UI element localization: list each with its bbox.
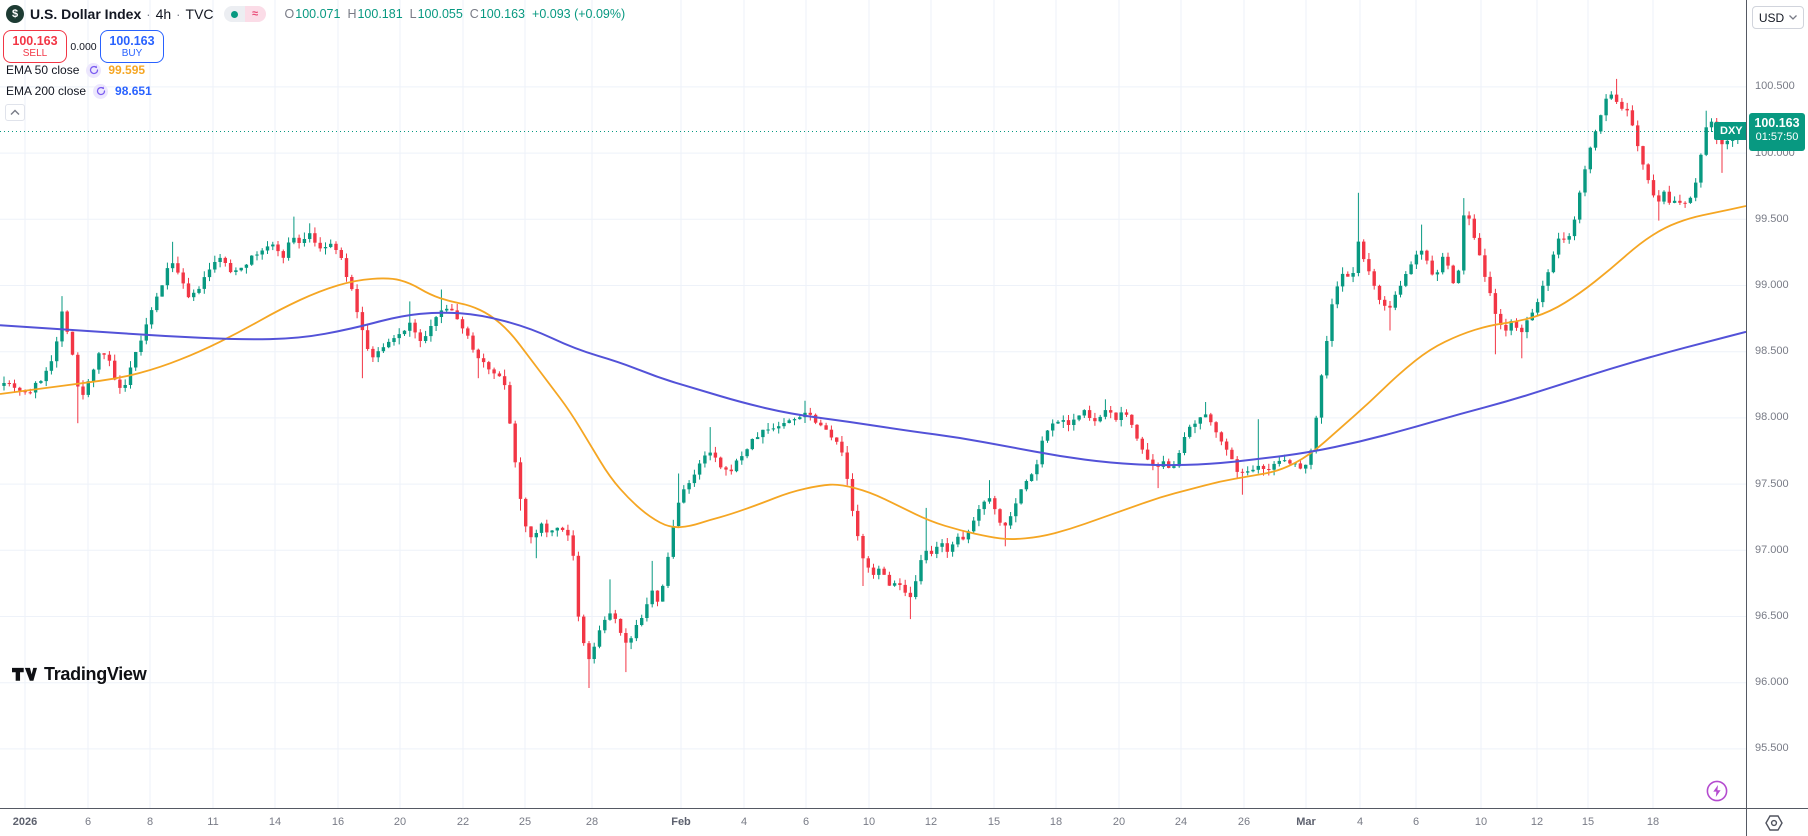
time-tick-label: 16 <box>331 816 345 828</box>
close-value: 100.163 <box>479 7 526 21</box>
refresh-icon[interactable] <box>93 83 109 99</box>
title-separator: · <box>176 6 181 22</box>
live-data-dot-icon[interactable] <box>223 6 245 22</box>
ohlc-readout: O 100.071 H 100.181 L 100.055 C 100.163 +0.0… <box>278 7 626 21</box>
symbol-title[interactable]: U.S. Dollar Index <box>30 6 142 22</box>
time-tick-label: 6 <box>802 816 810 828</box>
change-value: +0.093 (+0.09%) <box>532 7 626 21</box>
symbol-logo-glyph: $ <box>11 8 19 20</box>
ema200-line <box>0 311 1746 467</box>
price-tick-label: 100.500 <box>1755 80 1795 93</box>
time-tick-label: 24 <box>1174 816 1188 828</box>
approx-data-icon[interactable]: ≈ <box>244 6 266 22</box>
currency-selector[interactable]: USD <box>1752 6 1804 29</box>
tradingview-mark-icon <box>12 667 37 681</box>
time-axis[interactable]: 2026 6 8 11 14 16 20 22 25 28 Feb 4 6 10 12 15 18 20 24 26 M… <box>0 808 1808 836</box>
ema200-value: 98.651 <box>115 84 152 98</box>
price-tick-label: 97.500 <box>1755 477 1789 490</box>
time-tick-label: 15 <box>1581 816 1595 828</box>
chevron-down-icon <box>1789 15 1798 20</box>
buy-price: 100.163 <box>109 33 155 48</box>
currency-value: USD <box>1758 10 1785 25</box>
ema50-label: EMA 50 close <box>6 63 80 77</box>
sell-price: 100.163 <box>12 33 58 48</box>
high-value: 100.181 <box>357 7 403 21</box>
symbol-logo-icon: $ <box>6 5 24 23</box>
time-tick-label: 12 <box>1530 816 1544 828</box>
collapse-panel-button[interactable] <box>5 104 25 121</box>
time-tick-label: 20 <box>393 816 407 828</box>
exchange-label: TVC <box>185 6 214 22</box>
time-tick-label: 28 <box>585 816 599 828</box>
indicator-row-ema50[interactable]: EMA 50 close 99.595 <box>6 62 145 78</box>
title-separator: · <box>146 6 151 22</box>
candles <box>2 78 1740 688</box>
price-tick-label: 98.000 <box>1755 411 1789 424</box>
candlestick-chart[interactable] <box>0 0 1746 808</box>
close-label: C <box>469 7 479 21</box>
price-axis[interactable]: USD 100.500 100.000 99.500 99.000 98.500 98.0… <box>1746 0 1808 808</box>
time-tick-label: 18 <box>1049 816 1063 828</box>
price-tick-label: 99.000 <box>1755 278 1789 291</box>
time-tick-label: Mar <box>1296 816 1316 828</box>
time-tick-label: 26 <box>1237 816 1251 828</box>
time-tick-label: 2026 <box>12 816 38 828</box>
indicator-row-ema200[interactable]: EMA 200 close 98.651 <box>6 83 152 99</box>
open-value: 100.071 <box>295 7 341 21</box>
time-tick-label: 25 <box>518 816 532 828</box>
time-tick-label: 11 <box>207 816 219 828</box>
high-label: H <box>347 7 357 21</box>
time-tick-label: 18 <box>1646 816 1660 828</box>
tradingview-logo[interactable]: TradingView <box>12 664 147 685</box>
time-tick-label: 6 <box>84 816 92 828</box>
price-tick-label: 98.500 <box>1755 345 1789 358</box>
current-price-badge: 100.163 01:57:50 <box>1749 113 1805 151</box>
chart-plot-area[interactable]: $ U.S. Dollar Index · 4h · TVC ≈ O 100.07… <box>0 0 1746 808</box>
sell-label: SELL <box>22 47 48 59</box>
sell-button[interactable]: 100.163 SELL <box>3 30 67 63</box>
time-tick-label: 10 <box>862 816 876 828</box>
ema50-value: 99.595 <box>108 63 146 77</box>
price-tick-label: 96.500 <box>1755 609 1789 622</box>
time-tick-label: 12 <box>924 816 938 828</box>
bar-countdown: 01:57:50 <box>1755 131 1799 143</box>
price-line-symbol-badge: DXY <box>1714 122 1746 140</box>
price-tick-label: 96.000 <box>1755 676 1789 689</box>
gridlines <box>0 0 1746 808</box>
tradingview-logo-text: TradingView <box>44 664 147 684</box>
interval-label[interactable]: 4h <box>155 6 172 22</box>
time-tick-label: 10 <box>1474 816 1488 828</box>
data-status-pills[interactable]: ≈ <box>223 6 266 22</box>
time-tick-label: 8 <box>146 816 154 828</box>
buy-button[interactable]: 100.163 BUY <box>100 30 164 63</box>
current-price-value: 100.163 <box>1754 116 1800 130</box>
buy-label: BUY <box>121 47 143 59</box>
open-label: O <box>284 7 295 21</box>
time-tick-label: 15 <box>987 816 1001 828</box>
price-tick-label: 95.500 <box>1755 742 1789 755</box>
low-value: 100.055 <box>417 7 463 21</box>
spread-value: 0.000 <box>70 40 97 53</box>
time-tick-label: Feb <box>671 816 691 828</box>
time-tick-label: 22 <box>456 816 470 828</box>
ema200-label: EMA 200 close <box>6 84 87 98</box>
axis-settings-icon[interactable] <box>1764 813 1786 833</box>
time-tick-label: 6 <box>1412 816 1420 828</box>
price-tick-label: 97.000 <box>1755 543 1789 556</box>
time-tick-label: 20 <box>1112 816 1126 828</box>
price-tick-label: 99.500 <box>1755 212 1789 225</box>
lightning-icon[interactable] <box>1705 779 1729 803</box>
ema50-line <box>0 205 1746 540</box>
chevron-up-icon <box>10 109 20 115</box>
axis-corner-divider <box>1746 809 1747 836</box>
time-tick-label: 4 <box>740 816 748 828</box>
time-tick-label: 14 <box>268 816 282 828</box>
low-label: L <box>409 7 417 21</box>
refresh-icon[interactable] <box>86 62 102 78</box>
time-tick-label: 4 <box>1356 816 1364 828</box>
